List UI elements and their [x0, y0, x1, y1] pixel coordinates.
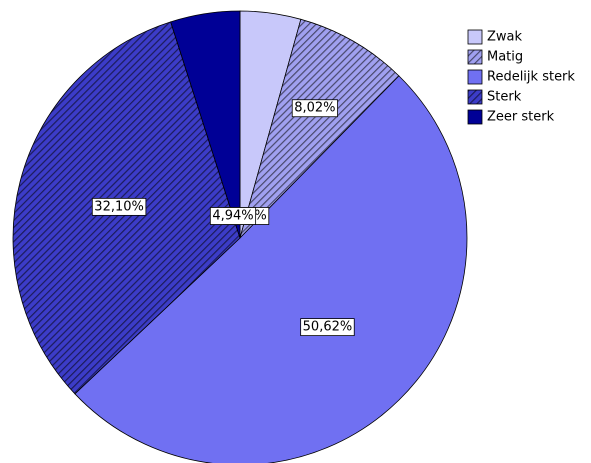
legend-label: Matig	[487, 50, 523, 65]
legend-label: Zwak	[487, 30, 523, 45]
pie-slice-hatch	[240, 19, 399, 238]
legend-label: Zeer sterk	[487, 110, 555, 125]
data-label-box	[91, 197, 147, 216]
data-label: 4,94%	[212, 209, 253, 224]
data-label-box	[300, 318, 355, 337]
legend-label: Redelijk sterk	[487, 70, 575, 85]
legend-swatch-hatch	[468, 50, 482, 64]
legend-label: Sterk	[487, 90, 522, 105]
data-label: 50,62%	[303, 320, 353, 335]
legend-swatch	[467, 69, 483, 85]
data-label-box	[291, 99, 338, 118]
pie-slice	[74, 75, 468, 463]
legend-swatch	[467, 29, 483, 45]
legend-swatch-hatch	[468, 90, 482, 104]
data-label: 32,10%	[94, 199, 144, 214]
data-label-box	[209, 207, 257, 225]
legend-swatch	[467, 109, 483, 125]
data-label: 8,02%	[294, 101, 335, 116]
pie-slice	[170, 10, 241, 239]
